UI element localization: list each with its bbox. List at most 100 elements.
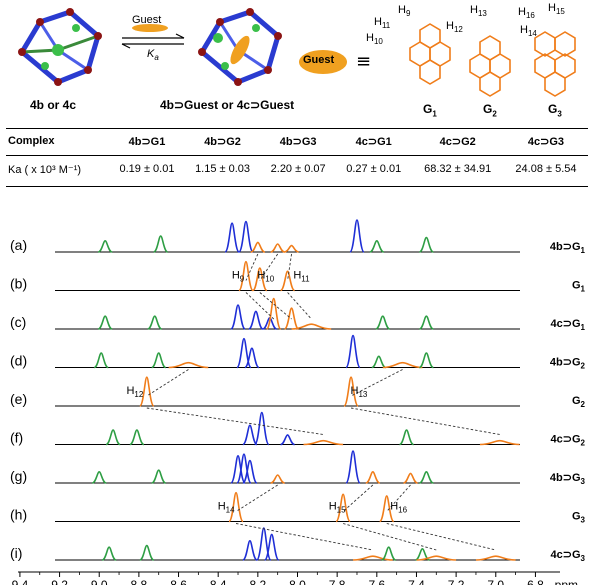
nmr-peak: [284, 244, 299, 253]
nmr-peak: [381, 546, 397, 561]
nmr-peak: [303, 439, 344, 446]
nmr-peak: [244, 347, 260, 369]
nmr-peak: [168, 361, 209, 369]
nmr-peak: [280, 434, 295, 446]
g3-h14-label: H14: [520, 24, 537, 39]
x-tick-label: 6.8: [527, 578, 544, 585]
x-tick-label: 9.2: [51, 578, 68, 585]
proton-annotation: H13: [351, 385, 368, 399]
nmr-peak: [419, 470, 434, 484]
nmr-peak: [270, 243, 285, 253]
table-cell: 2.20 ± 0.07: [270, 163, 326, 175]
spectrum-letter: (i): [10, 545, 22, 561]
correlation-line: [342, 484, 374, 512]
spectrum-label: 4b⊃G3: [550, 472, 586, 486]
nmr-peak: [415, 547, 430, 561]
correlation-line: [245, 253, 259, 281]
nmr-peak: [250, 241, 266, 253]
x-tick-label: 8.8: [131, 578, 148, 585]
guest-g3-structure: [534, 31, 576, 97]
proton-annotation: H10: [257, 270, 274, 284]
correlation-line: [146, 407, 324, 435]
nmr-peak: [236, 453, 252, 484]
spectrum-letter: (b): [10, 276, 27, 292]
nmr-peak: [105, 429, 121, 446]
table-header-cell: 4b⊃G1: [128, 135, 166, 148]
correlation-line: [235, 523, 373, 551]
guest-oval-label: Guest: [303, 54, 335, 66]
nmr-peak: [343, 376, 359, 407]
nmr-peak: [345, 334, 361, 369]
table-header-cell: 4c⊃G1: [355, 135, 392, 148]
g1-h11-label: H11: [374, 16, 391, 31]
nmr-peak: [375, 315, 391, 330]
nmr-peak: [242, 424, 258, 446]
spectrum-label: 4b⊃G1: [550, 241, 586, 255]
nmr-peak: [399, 429, 414, 446]
nmr-peak: [236, 337, 252, 369]
spectrum-letter: (c): [10, 314, 26, 330]
spectrum-label: 4c⊃G1: [551, 318, 586, 332]
nmr-peak: [353, 555, 393, 561]
nmr-peak: [371, 355, 387, 369]
table-row: Ka ( x 10³ M⁻¹) 0.19 ± 0.01 1.15 ± 0.03 …: [6, 154, 588, 184]
nmr-peak: [230, 304, 246, 330]
nmr-peak: [265, 297, 282, 330]
nmr-peak: [280, 270, 296, 292]
ka-symbol: K: [147, 48, 155, 60]
proton-annotation: H14: [218, 501, 235, 515]
spectrum-letter: (a): [10, 237, 27, 253]
proton-annotation: H16: [390, 501, 407, 515]
nmr-peak: [224, 222, 240, 253]
nmr-peak: [419, 352, 434, 369]
correlation-line: [287, 292, 312, 320]
table-cell: 1.15 ± 0.03: [195, 163, 251, 175]
spectrum-letter: (e): [10, 391, 27, 407]
x-tick-label: 9.4: [12, 578, 29, 585]
nmr-peak: [153, 235, 169, 253]
nmr-peak: [419, 315, 434, 330]
g1-name: G1: [423, 102, 437, 119]
correlation-line: [350, 369, 403, 397]
x-tick-label: 7.2: [448, 578, 465, 585]
nmr-peak: [252, 267, 268, 292]
spectrum-label: 4b⊃G2: [550, 357, 586, 371]
x-axis-label: ppm: [555, 578, 578, 585]
table-cell: 24.08 ± 5.54: [515, 163, 577, 175]
spectrum-label: 4c⊃G3: [551, 549, 586, 563]
nmr-peak: [129, 429, 145, 446]
g2-name: G2: [483, 102, 497, 119]
g3-name: G3: [548, 102, 562, 119]
spectrum-label: G1: [572, 280, 586, 294]
spectrum-letter: (h): [10, 507, 27, 523]
nmr-peak: [151, 469, 167, 484]
ka-table: Complex 4b⊃G1 4b⊃G2 4b⊃G3 4c⊃G1 4c⊃G2 4c…: [6, 128, 588, 184]
table-cell: 0.19 ± 0.01: [119, 163, 175, 175]
table-header-cell: 4c⊃G2: [439, 135, 476, 148]
nmr-peak: [416, 555, 457, 561]
spectrum-letter: (d): [10, 353, 27, 369]
nmr-peak: [369, 239, 385, 253]
table-cell: 0.27 ± 0.01: [346, 163, 402, 175]
nmr-peak: [378, 495, 395, 523]
equilibrium-arrows: [121, 24, 185, 49]
nmr-peak: [419, 236, 434, 253]
correlation-line: [386, 523, 496, 551]
nmr-peak: [138, 376, 155, 407]
nmr-peak: [345, 450, 361, 484]
ka-subscript: a: [154, 53, 159, 63]
proton-annotation: H15: [329, 501, 346, 515]
g1-h9-label: H9: [398, 4, 411, 19]
x-tick-label: 7.6: [368, 578, 385, 585]
table-top-rule: [6, 128, 588, 129]
correlation-line: [259, 253, 279, 281]
proton-annotation: H11: [293, 270, 310, 284]
correlation-line: [342, 523, 437, 551]
nmr-peak: [151, 352, 167, 369]
nmr-peak: [97, 239, 113, 253]
nmr-peak: [382, 361, 423, 369]
table-cell: 68.32 ± 34.91: [424, 163, 492, 175]
guest-g1-structure: [409, 23, 451, 85]
g1-h10-label: H10: [366, 32, 383, 47]
